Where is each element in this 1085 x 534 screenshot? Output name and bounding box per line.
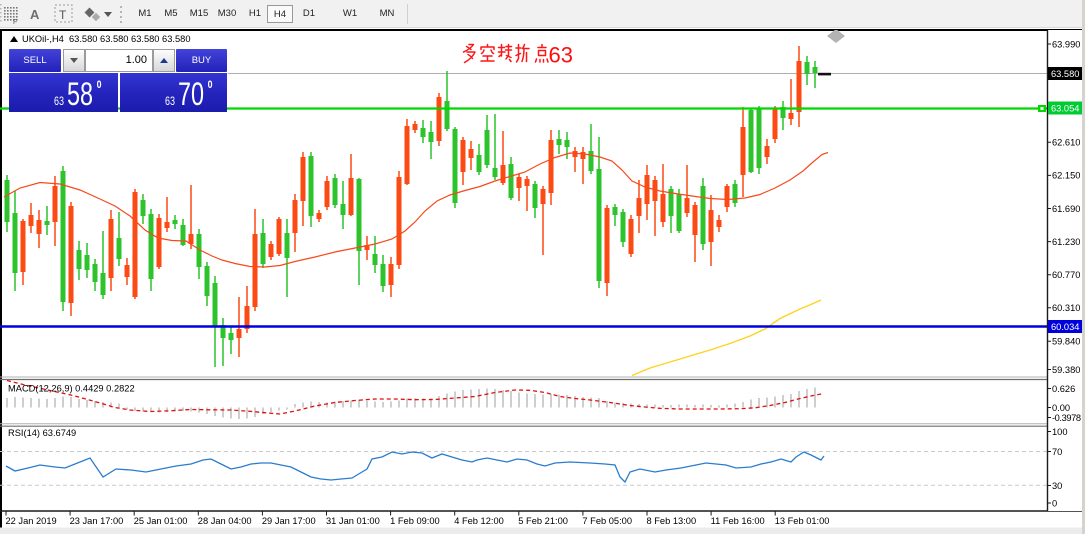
svg-text:63.580: 63.580 — [1051, 69, 1079, 79]
svg-text:11 Feb 16:00: 11 Feb 16:00 — [711, 516, 765, 526]
svg-text:60.310: 60.310 — [1052, 303, 1080, 313]
svg-text:8 Feb 13:00: 8 Feb 13:00 — [647, 516, 697, 526]
svg-text:60.770: 60.770 — [1052, 270, 1080, 280]
svg-text:0.626: 0.626 — [1052, 384, 1075, 394]
svg-text:62.150: 62.150 — [1052, 171, 1080, 181]
svg-text:59.380: 59.380 — [1052, 365, 1080, 375]
svg-text:T: T — [59, 8, 67, 22]
svg-text:70: 70 — [1052, 447, 1062, 457]
svg-text:13 Feb 01:00: 13 Feb 01:00 — [775, 516, 830, 526]
svg-text:-0.3978: -0.3978 — [1052, 413, 1081, 423]
svg-text:31 Jan 01:00: 31 Jan 01:00 — [326, 516, 380, 526]
svg-text:63: 63 — [549, 43, 573, 68]
svg-text:0.00: 0.00 — [1052, 403, 1070, 413]
svg-text:MACD(12,26,9) 0.4429 0.2822: MACD(12,26,9) 0.4429 0.2822 — [8, 384, 135, 394]
svg-text:28 Jan 04:00: 28 Jan 04:00 — [198, 516, 252, 526]
svg-text:63.054: 63.054 — [1051, 104, 1079, 114]
svg-text:61.230: 61.230 — [1052, 237, 1080, 247]
svg-text:F: F — [13, 19, 17, 26]
svg-text:0: 0 — [1052, 498, 1057, 508]
svg-text:1 Feb 09:00: 1 Feb 09:00 — [390, 516, 440, 526]
svg-text:22 Jan 2019: 22 Jan 2019 — [6, 516, 57, 526]
svg-text:63.990: 63.990 — [1052, 39, 1080, 49]
svg-text:RSI(14) 63.6749: RSI(14) 63.6749 — [8, 428, 76, 438]
svg-text:A: A — [30, 7, 40, 22]
svg-text:62.610: 62.610 — [1052, 138, 1080, 148]
svg-text:30: 30 — [1052, 481, 1062, 491]
svg-text:25 Jan 01:00: 25 Jan 01:00 — [134, 516, 188, 526]
svg-text:100: 100 — [1052, 427, 1068, 437]
svg-text:5 Feb 21:00: 5 Feb 21:00 — [518, 516, 568, 526]
svg-text:4 Feb 12:00: 4 Feb 12:00 — [454, 516, 504, 526]
svg-text:23 Jan 17:00: 23 Jan 17:00 — [70, 516, 124, 526]
svg-text:60.034: 60.034 — [1051, 322, 1079, 332]
svg-text:7 Feb 05:00: 7 Feb 05:00 — [582, 516, 632, 526]
svg-text:59.840: 59.840 — [1052, 337, 1080, 347]
svg-text:61.690: 61.690 — [1052, 204, 1080, 214]
svg-text:29 Jan 17:00: 29 Jan 17:00 — [262, 516, 316, 526]
